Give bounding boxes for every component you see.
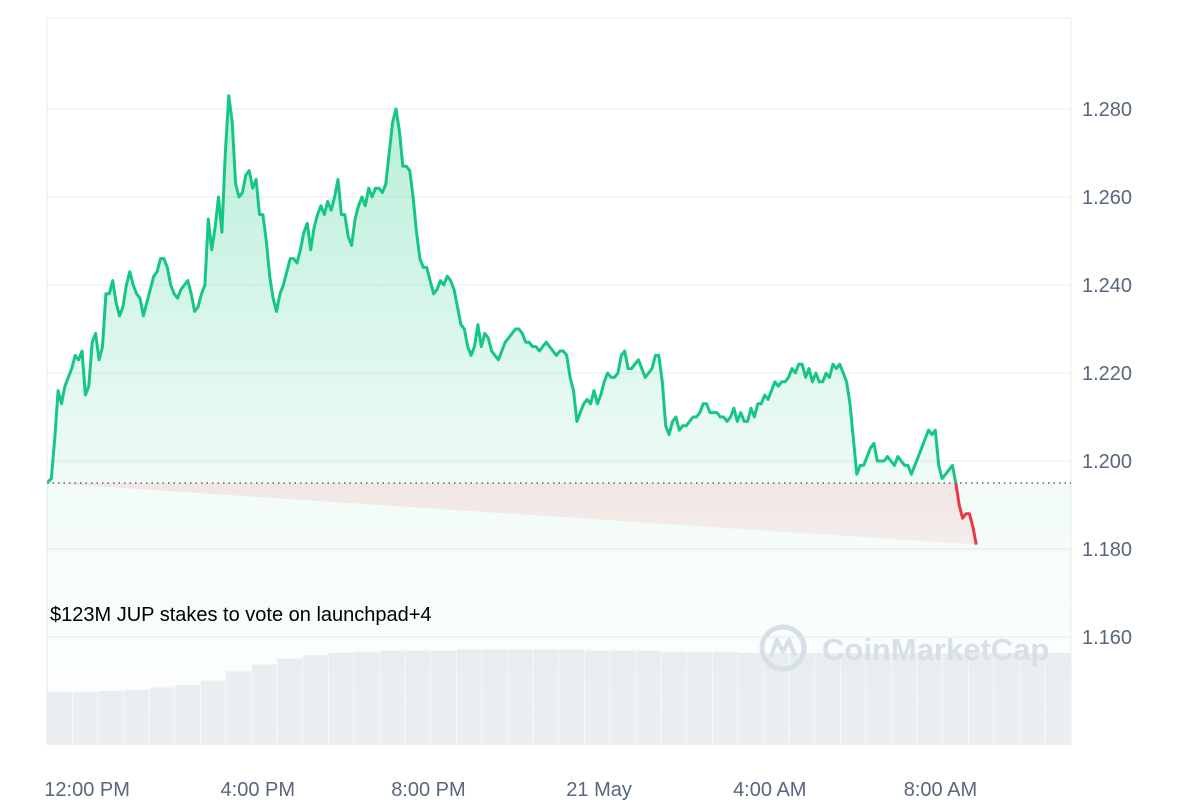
price-line-up [47, 94, 958, 483]
news-annotation[interactable]: $123M JUP stakes to vote on launchpad+4 [50, 604, 432, 626]
y-tick-label: 1.240 [1082, 275, 1132, 297]
y-tick-label: 1.280 [1082, 99, 1132, 121]
y-tick-label: 1.200 [1082, 451, 1132, 473]
y-tick-label: 1.260 [1082, 187, 1132, 209]
y-tick-label: 1.220 [1082, 363, 1132, 385]
price-line [47, 94, 978, 545]
x-tick-label: 21 May [566, 779, 632, 800]
x-tick-label: 8:00 PM [391, 779, 465, 800]
area-above-baseline [47, 95, 956, 483]
x-axis: 12:00 PM 4:00 PM 8:00 PM 21 May 4:00 AM 8:00 … [44, 779, 977, 801]
area-below-baseline [47, 483, 977, 545]
y-axis: 1.280 1.260 1.240 1.220 1.200 1.180 1.160 [1082, 99, 1132, 649]
x-tick-label: 4:00 AM [733, 779, 806, 800]
x-tick-label: 4:00 PM [221, 779, 295, 800]
price-area [47, 95, 1071, 745]
x-tick-label: 12:00 PM [44, 779, 130, 800]
x-tick-label: 8:00 AM [904, 779, 977, 800]
y-tick-label: 1.160 [1082, 627, 1132, 649]
y-tick-label: 1.180 [1082, 539, 1132, 561]
